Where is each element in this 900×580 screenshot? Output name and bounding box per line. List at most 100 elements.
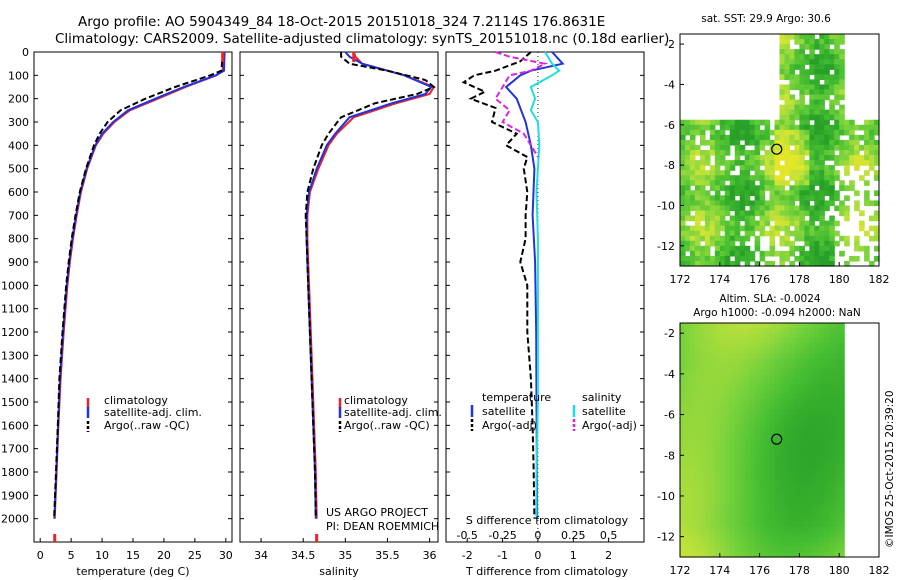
map-cell	[739, 353, 746, 360]
map-cell	[724, 546, 731, 553]
map-cell	[719, 328, 726, 334]
map-cell	[809, 54, 815, 60]
map-cell	[799, 333, 805, 339]
map-cell	[829, 59, 835, 65]
map-cell	[729, 343, 736, 350]
map-cell	[709, 323, 716, 329]
map-cell	[774, 429, 781, 436]
map-cell	[724, 419, 731, 426]
map-cell	[774, 210, 781, 217]
map-cell	[814, 175, 820, 181]
map-cell	[709, 139, 716, 146]
map-cell	[784, 114, 791, 121]
map-cell	[680, 480, 686, 487]
map-cell	[819, 195, 825, 202]
temperature-tick-labels: 0 5 10 15 20 25 30	[37, 538, 233, 562]
y-tick-label: 500	[8, 163, 29, 176]
map-cell	[829, 516, 835, 522]
map-cell	[829, 338, 835, 344]
map-cell	[824, 180, 830, 186]
map-cell	[744, 119, 751, 126]
map-cell	[739, 124, 746, 131]
map-cell	[680, 445, 686, 451]
map-cell	[779, 195, 786, 202]
map-cell	[829, 541, 835, 548]
map-cell	[689, 434, 696, 441]
map-cell	[789, 404, 796, 411]
legend-salinity-heading: salinity	[582, 391, 622, 404]
map-cell	[794, 49, 800, 55]
map-cell	[814, 541, 820, 548]
map-cell	[849, 129, 855, 136]
map-cell	[714, 160, 721, 166]
map-cell	[749, 536, 756, 543]
map-cell	[804, 59, 810, 65]
map-cell	[744, 150, 751, 156]
map-cell	[754, 185, 761, 191]
map-cell	[739, 399, 746, 405]
map-cell	[689, 150, 696, 156]
map-cell	[844, 240, 850, 247]
map-cell	[839, 210, 845, 217]
map-cell	[754, 526, 761, 533]
map-cell	[844, 155, 850, 161]
map-cell	[724, 225, 731, 232]
map-cell	[719, 526, 726, 533]
map-cell	[680, 389, 686, 395]
map-cell	[744, 541, 751, 548]
map-cell	[874, 175, 880, 181]
map-cell	[839, 455, 845, 461]
map-cell	[724, 160, 731, 166]
map-cell	[764, 434, 771, 441]
map-cell	[739, 338, 746, 344]
map-cell	[824, 134, 830, 141]
y-tick-label: 1600	[1, 419, 29, 432]
map-cell	[744, 373, 751, 380]
map-cell	[874, 235, 880, 242]
map-cell	[759, 501, 766, 507]
map-cell	[749, 185, 756, 191]
map-cell	[809, 333, 815, 339]
map-cell	[794, 165, 800, 171]
map-cell	[734, 551, 741, 558]
map-cell	[739, 160, 746, 166]
map-cell	[759, 250, 766, 257]
map-cell	[819, 59, 825, 65]
map-cell	[764, 338, 771, 344]
map-cell	[739, 150, 746, 156]
map-cell	[804, 343, 810, 350]
map-cell	[814, 64, 820, 70]
map-cell	[734, 175, 741, 181]
map-cell	[784, 363, 791, 370]
map-cell	[734, 210, 741, 217]
map-cell	[744, 414, 751, 421]
map-cell	[764, 373, 771, 380]
map-cell	[814, 109, 820, 116]
map-cell	[804, 521, 810, 528]
map-cell	[779, 139, 786, 146]
map-cell	[689, 378, 696, 385]
map-cell	[734, 531, 741, 538]
map-cell	[779, 129, 786, 136]
map-cell	[779, 378, 786, 385]
map-cell	[704, 235, 711, 242]
map-cell	[764, 521, 771, 528]
map-cell	[729, 414, 736, 421]
map-cell	[719, 220, 726, 227]
map-cell	[829, 200, 835, 207]
map-cell	[819, 185, 825, 191]
map-cell	[819, 150, 825, 156]
map-x-tick-label: 176	[749, 273, 770, 286]
map-cell	[684, 175, 691, 181]
map-cell	[814, 434, 820, 441]
map-cell	[724, 506, 731, 512]
map-cell	[754, 506, 761, 512]
map-cell	[804, 536, 810, 543]
map-cell	[824, 348, 830, 355]
map-cell	[774, 190, 781, 196]
map-cell	[744, 526, 751, 533]
map-cell	[829, 368, 835, 375]
map-cell	[699, 404, 706, 411]
map-cell	[834, 129, 840, 136]
map-cell	[734, 475, 741, 482]
